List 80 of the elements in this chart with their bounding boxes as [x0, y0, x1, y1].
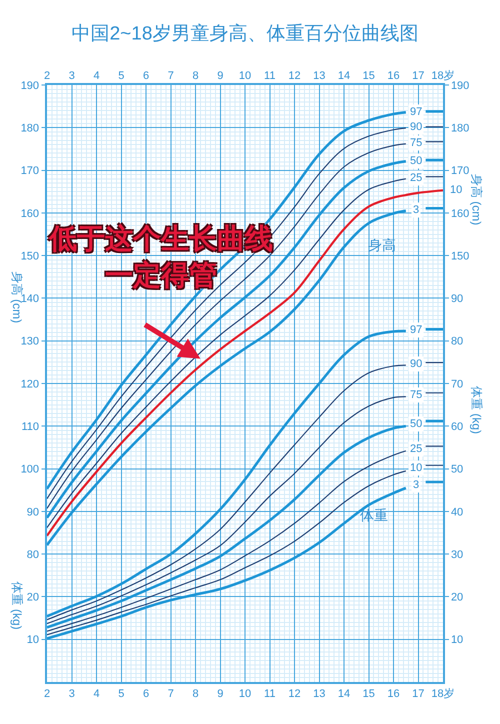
x-tick-label: 15 [362, 70, 375, 82]
y-tick-label: 80 [26, 548, 40, 561]
x-tick-label: 10 [238, 688, 252, 700]
y-tick-label: 190 [20, 80, 40, 92]
x-tick-label: 10 [238, 70, 252, 82]
x-tick-label: 17 [412, 688, 424, 700]
x-tick-label: 18岁 [431, 70, 455, 82]
x-tick-label: 11 [264, 70, 276, 82]
chart-title: 中国2~18岁男童身高、体重百分位曲线图 [72, 22, 418, 45]
series-label: 10 [450, 184, 462, 196]
y2-tick-label: 40 [450, 506, 464, 518]
x-tick-label: 9 [217, 70, 224, 82]
x-tick-label: 13 [313, 70, 326, 82]
x-tick-label: 3 [68, 70, 75, 82]
y2-axis-title: 体重 (kg) [470, 386, 484, 434]
series-label: 50 [410, 418, 422, 430]
x-tick-label: 14 [338, 688, 350, 700]
y2-tick-label: 90 [450, 293, 464, 306]
y2-tick-label: 80 [450, 336, 464, 348]
x-tick-label: 9 [217, 688, 224, 700]
y-tick-label: 140 [20, 293, 40, 306]
x-tick-label: 16 [387, 688, 400, 700]
x-tick-label: 6 [142, 688, 150, 700]
x-tick-label: 14 [338, 70, 350, 82]
y-axis-title: 体重 (kg) [10, 582, 24, 630]
x-tick-label: 6 [142, 70, 150, 82]
x-tick-label: 3 [68, 688, 75, 700]
y-tick-label: 170 [20, 165, 40, 178]
y-tick-label: 20 [26, 592, 40, 604]
x-tick-label: 11 [264, 688, 276, 700]
x-tick-label: 8 [192, 688, 199, 700]
series-label: 75 [410, 137, 422, 149]
y2-tick-label: 70 [450, 378, 464, 390]
y2-axis-title: 身高 (cm) [469, 174, 484, 226]
x-tick-label: 2 [44, 688, 50, 700]
series-label: 3 [413, 479, 420, 491]
x-tick-label: 12 [288, 688, 301, 700]
x-tick-label: 5 [118, 688, 124, 700]
x-tick-label: 15 [362, 688, 375, 700]
x-tick-label: 18岁 [431, 688, 455, 700]
x-tick-label: 4 [93, 70, 100, 82]
y2-tick-label: 50 [450, 464, 464, 476]
series-label: 25 [410, 443, 422, 455]
y-tick-label: 130 [20, 336, 40, 348]
y-tick-label: 160 [20, 208, 40, 220]
x-tick-label: 16 [387, 70, 400, 82]
y2-tick-label: 60 [450, 420, 464, 433]
y-tick-label: 10 [26, 634, 40, 646]
y-tick-label: 100 [20, 464, 40, 476]
x-tick-label: 13 [313, 688, 326, 700]
x-tick-label: 5 [118, 70, 124, 82]
x-tick-label: 17 [412, 70, 424, 82]
y-tick-label: 150 [20, 250, 40, 262]
series-label: 97 [410, 106, 422, 118]
y-tick-label: 90 [26, 506, 40, 518]
series-label: 25 [410, 172, 422, 184]
series-label: 90 [410, 121, 422, 133]
y2-tick-label: 180 [450, 122, 470, 134]
x-tick-label: 4 [93, 688, 100, 700]
y2-tick-label: 30 [450, 548, 464, 561]
y-tick-label: 120 [20, 378, 40, 390]
x-tick-label: 2 [44, 70, 50, 82]
series-label: 75 [410, 389, 422, 401]
x-tick-label: 7 [168, 688, 174, 700]
y2-tick-label: 160 [450, 208, 470, 220]
y2-tick-label: 150 [450, 250, 470, 262]
series-label: 90 [410, 358, 422, 370]
y2-tick-label: 20 [450, 592, 464, 604]
x-tick-label: 12 [288, 70, 301, 82]
y2-tick-label: 190 [450, 80, 470, 92]
y-tick-label: 180 [20, 122, 40, 134]
series-label: 3 [413, 204, 420, 216]
y-tick-label: 110 [22, 420, 40, 433]
x-tick-label: 7 [168, 70, 174, 82]
series-label: 50 [410, 155, 422, 167]
y2-tick-label: 170 [450, 165, 470, 178]
series-label: 10 [410, 462, 422, 474]
series-label: 97 [410, 324, 422, 336]
x-tick-label: 8 [192, 70, 199, 82]
y2-tick-label: 10 [450, 634, 464, 646]
